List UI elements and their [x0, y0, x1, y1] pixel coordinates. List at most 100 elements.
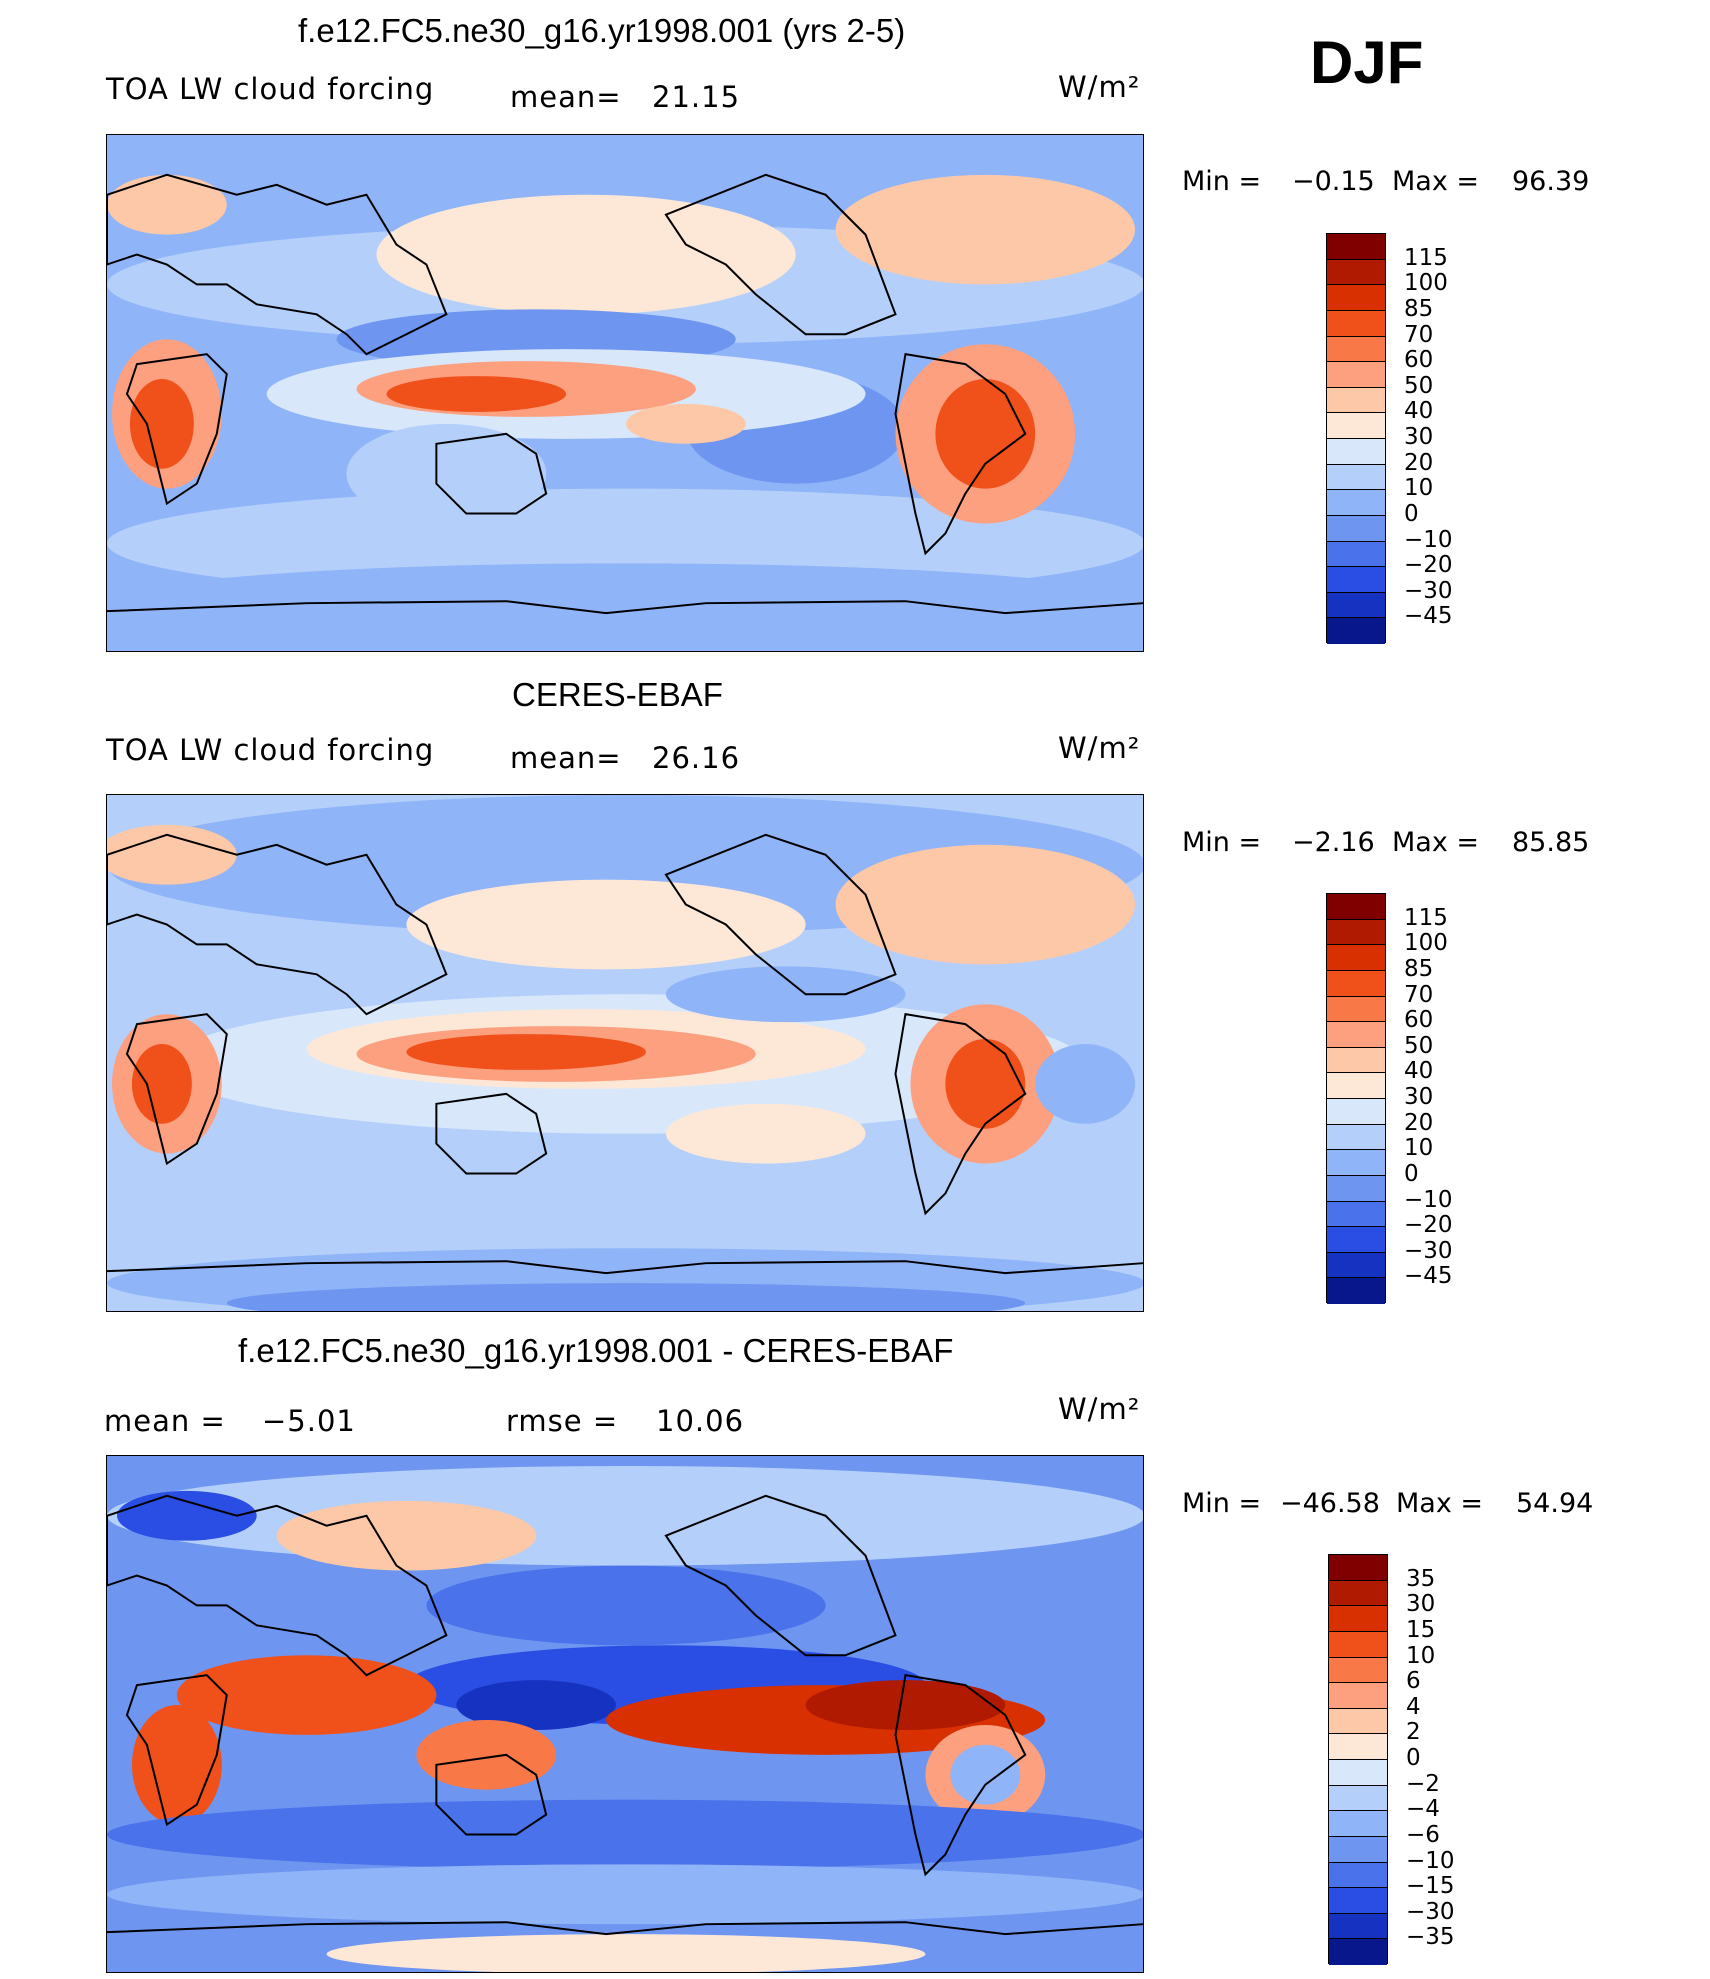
colorbar-swatch	[1329, 1555, 1387, 1581]
colorbar-swatch	[1329, 1734, 1387, 1760]
panel3-max-value: 54.94	[1516, 1488, 1594, 1519]
colorbar-tick-label: 4	[1406, 1693, 1421, 1720]
colorbar-swatch	[1329, 1657, 1387, 1684]
colorbar-swatch	[1327, 1175, 1385, 1202]
colorbar-swatch	[1327, 336, 1385, 363]
colorbar-tick-label: 10	[1404, 1135, 1434, 1162]
colorbar-swatch	[1329, 1606, 1387, 1632]
panel2-min-label: Min =	[1182, 827, 1262, 858]
panel1-variable-label: TOA LW cloud forcing	[106, 72, 435, 106]
colorbar-tick-label: −35	[1406, 1924, 1455, 1951]
colorbar-swatch	[1329, 1888, 1387, 1914]
colorbar-swatch	[1329, 1580, 1387, 1607]
colorbar-swatch	[1327, 1227, 1385, 1253]
colorbar-tick-label: 15	[1406, 1616, 1436, 1643]
colorbar-swatch	[1329, 1785, 1387, 1812]
panel2-contour-field	[107, 795, 1143, 1311]
colorbar-swatch	[1327, 464, 1385, 491]
panel1-colorbar	[1326, 233, 1386, 644]
panel1-mean-label: mean=	[510, 80, 622, 114]
colorbar-swatch	[1329, 1836, 1387, 1863]
colorbar-tick-label: 30	[1406, 1591, 1436, 1618]
colorbar-swatch	[1327, 1022, 1385, 1048]
colorbar-swatch	[1329, 1760, 1387, 1786]
panel3-colorbar	[1328, 1554, 1388, 1965]
panel2-max-value: 85.85	[1512, 827, 1590, 858]
colorbar-swatch	[1327, 1201, 1385, 1228]
colorbar-tick-label: 60	[1404, 347, 1434, 374]
panel2-mean-value: 26.16	[652, 741, 741, 775]
colorbar-swatch	[1327, 618, 1385, 644]
colorbar-tick-label: 20	[1404, 1109, 1434, 1136]
colorbar-tick-label: 2	[1406, 1719, 1421, 1746]
panel3-title: f.e12.FC5.ne30_g16.yr1998.001 - CERES-EB…	[238, 1332, 954, 1369]
colorbar-swatch	[1327, 515, 1385, 542]
colorbar-tick-label: −45	[1404, 603, 1453, 630]
panel1-map	[106, 134, 1144, 652]
colorbar-swatch	[1327, 592, 1385, 619]
season-label: DJF	[1310, 29, 1424, 96]
colorbar-swatch	[1327, 919, 1385, 946]
colorbar-swatch	[1327, 541, 1385, 568]
panel3-units: W/m²	[1058, 1392, 1141, 1426]
colorbar-tick-label: 0	[1406, 1745, 1421, 1771]
colorbar-swatch	[1327, 1150, 1385, 1176]
colorbar-swatch	[1327, 1124, 1385, 1151]
colorbar-tick-label: 40	[1404, 1058, 1434, 1085]
colorbar-tick-label: 70	[1404, 321, 1434, 348]
colorbar-tick-label: 0	[1404, 1160, 1419, 1187]
colorbar-tick-label: 50	[1404, 372, 1434, 399]
colorbar-tick-label: −30	[1404, 577, 1453, 604]
colorbar-swatch	[1327, 945, 1385, 971]
colorbar-tick-label: −10	[1406, 1847, 1455, 1874]
panel3-contour-field	[107, 1456, 1143, 1972]
colorbar-tick-label: 85	[1404, 955, 1434, 982]
colorbar-tick-label: 10	[1406, 1642, 1436, 1669]
colorbar-tick-label: −30	[1404, 1237, 1453, 1264]
panel2-mean-label: mean=	[510, 741, 622, 775]
colorbar-tick-label: 100	[1404, 930, 1448, 957]
colorbar-tick-label: 0	[1404, 500, 1419, 527]
panel3-map	[106, 1455, 1144, 1973]
panel3-mean-value: −5.01	[262, 1404, 356, 1438]
panel3-rmse-label: rmse =	[506, 1404, 619, 1438]
colorbar-tick-label: 40	[1404, 398, 1434, 425]
colorbar-swatch	[1327, 234, 1385, 260]
colorbar-tick-label: −4	[1406, 1796, 1440, 1823]
colorbar-swatch	[1329, 1939, 1387, 1965]
colorbar-tick-label: 50	[1404, 1032, 1434, 1059]
colorbar-tick-label: 10	[1404, 475, 1434, 502]
colorbar-swatch	[1327, 970, 1385, 997]
panel2-colorbar	[1326, 893, 1386, 1304]
colorbar-swatch	[1327, 285, 1385, 311]
colorbar-swatch	[1329, 1683, 1387, 1709]
colorbar-swatch	[1327, 567, 1385, 593]
panel3-max-label: Max =	[1396, 1488, 1484, 1519]
panel1-min-label: Min =	[1182, 166, 1262, 197]
colorbar-swatch	[1327, 259, 1385, 286]
colorbar-tick-label: 6	[1406, 1668, 1421, 1695]
panel3-rmse-value: 10.06	[656, 1404, 745, 1438]
colorbar-tick-label: 20	[1404, 449, 1434, 476]
colorbar-tick-label: 100	[1404, 270, 1448, 297]
colorbar-tick-label: −30	[1406, 1898, 1455, 1925]
colorbar-swatch	[1327, 1073, 1385, 1099]
colorbar-tick-label: 85	[1404, 295, 1434, 322]
colorbar-swatch	[1329, 1862, 1387, 1889]
colorbar-swatch	[1327, 1252, 1385, 1279]
colorbar-swatch	[1329, 1631, 1387, 1658]
colorbar-swatch	[1327, 1047, 1385, 1074]
colorbar-tick-label: 115	[1404, 244, 1448, 271]
panel2-max-label: Max =	[1392, 827, 1480, 858]
colorbar-tick-label: 115	[1404, 904, 1448, 931]
colorbar-tick-label: −15	[1406, 1873, 1455, 1900]
panel1-units: W/m²	[1058, 70, 1141, 104]
colorbar-swatch	[1327, 894, 1385, 920]
colorbar-swatch	[1327, 362, 1385, 388]
colorbar-swatch	[1329, 1913, 1387, 1940]
colorbar-tick-label: 30	[1404, 1084, 1434, 1110]
colorbar-swatch	[1327, 413, 1385, 439]
colorbar-tick-label: −20	[1404, 552, 1453, 579]
panel1-max-label: Max =	[1392, 166, 1480, 197]
panel2-map	[106, 794, 1144, 1312]
